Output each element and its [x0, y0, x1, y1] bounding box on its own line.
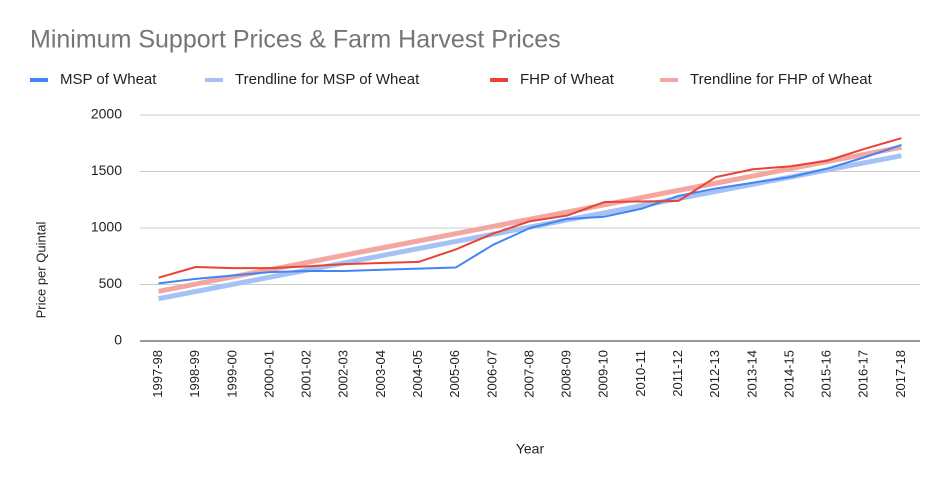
x-tick-label: 2006-07 — [484, 350, 499, 398]
x-tick-label: 2004-05 — [410, 350, 425, 398]
x-tick-label: 2016-17 — [856, 350, 871, 398]
x-tick-label: 2017-18 — [893, 350, 908, 398]
chart-title: Minimum Support Prices & Farm Harvest Pr… — [30, 26, 561, 54]
y-tick-label: 500 — [99, 275, 123, 291]
x-axis-label: Year — [516, 441, 545, 457]
x-tick-label: 2010-11 — [633, 350, 648, 397]
x-tick-label: 2011-12 — [670, 350, 685, 397]
x-tick-label: 2013-14 — [744, 350, 759, 398]
x-tick-label: 2008-09 — [559, 350, 574, 398]
series-line — [158, 143, 902, 285]
x-tick-label: 2000-01 — [261, 350, 276, 398]
legend-label: MSP of Wheat — [60, 71, 157, 88]
x-tick-label: 2003-04 — [373, 350, 388, 398]
y-tick-label: 0 — [114, 332, 122, 348]
x-tick-label: 2012-13 — [707, 350, 722, 398]
y-axis-label: Price per Quintal — [33, 221, 48, 318]
x-tick-label: 2009-10 — [596, 350, 611, 398]
x-tick-label: 1999-00 — [224, 350, 239, 398]
trendline — [158, 144, 902, 294]
x-tick-label: 2002-03 — [336, 350, 351, 398]
legend-label: FHP of Wheat — [520, 71, 615, 88]
x-tick-label: 2001-02 — [299, 350, 314, 398]
y-tick-label: 1000 — [91, 219, 122, 235]
y-tick-label: 2000 — [91, 106, 122, 122]
series-line — [158, 137, 902, 279]
x-tick-label: 1998-99 — [187, 350, 202, 398]
x-tick-label: 1997-98 — [150, 350, 165, 398]
x-tick-label: 2007-08 — [521, 350, 536, 398]
legend-label: Trendline for MSP of Wheat — [235, 71, 420, 88]
legend-label: Trendline for FHP of Wheat — [690, 71, 873, 88]
y-tick-label: 1500 — [91, 162, 122, 178]
x-tick-label: 2015-16 — [819, 350, 834, 398]
x-tick-label: 2014-15 — [781, 350, 796, 398]
x-tick-label: 2005-06 — [447, 350, 462, 398]
